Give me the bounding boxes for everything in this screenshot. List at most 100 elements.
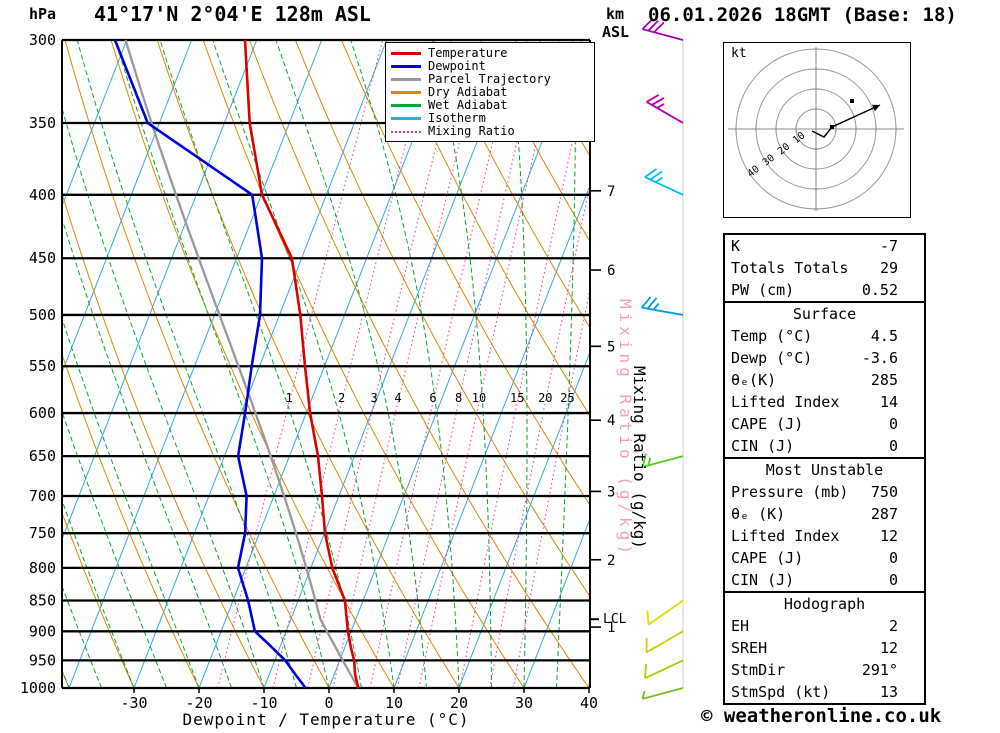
stat-value: -7 [879,237,898,255]
temp-tick-label: 40 [580,694,598,712]
km-tick-label: 6 [607,263,615,279]
stats-row: StmSpd (kt) 13 [725,681,924,703]
stat-value: 2 [888,617,898,635]
stat-label: K [731,237,741,255]
stat-label: StmDir [731,661,786,679]
isotherm-line [523,517,590,688]
isotherm-line [62,40,128,208]
wind-barb [641,453,684,468]
x-axis-label: Dewpoint / Temperature (°C) [182,710,470,729]
mixing-ratio-axis-label-pink: Mixing Ratio (g/kg) [616,299,635,559]
pressure-tick-label: 600 [29,404,56,422]
wet-adiabat-line [62,106,265,688]
mixing-ratio-value-label: 1 [286,391,293,405]
stats-table: K -7 Totals Totals 29 PW (cm) 0.52 Surface Temp… [723,233,926,705]
pressure-tick-label: 700 [29,487,56,505]
wet-adiabat-line [115,40,330,688]
legend-swatch [391,65,421,68]
km-tick-label: 1 [607,620,615,636]
hodograph-marker [850,99,854,103]
mixing-ratio-line [489,181,590,688]
hodograph-ring-label: 40 [746,164,762,180]
stat-label: Totals Totals [731,259,849,277]
parcel-trajectory-curve [124,39,360,689]
isotherm-line [62,40,258,541]
legend-item: Temperature [391,47,594,60]
mixing-ratio-value-label: 10 [472,391,486,405]
stats-row: θₑ (K) 287 [725,503,924,525]
hodograph-unit: kt [731,46,747,61]
km-tick-label: 4 [607,413,615,429]
km-tick-label: 5 [607,339,615,355]
pressure-tick-label: 300 [29,31,56,49]
stats-row: CAPE (J) 0 [725,413,924,435]
stat-value: 287 [870,505,898,523]
stat-value: 0 [888,415,898,433]
pressure-tick-label: 950 [29,651,56,669]
chart-legend: Temperature Dewpoint Parcel Trajectory Dry … [385,42,595,142]
stat-label: Lifted Index [731,393,840,411]
stat-label: θₑ (K) [731,505,786,523]
legend-label: Dewpoint [428,59,486,73]
pressure-tick-label: 550 [29,357,56,375]
stats-row: K -7 [725,235,924,257]
hodograph: 10 20 30 40 kt [723,42,911,218]
stats-section: K -7 Totals Totals 29 PW (cm) 0.52 [725,235,924,303]
wind-barb [644,168,684,196]
dry-adiabat-line [387,40,590,417]
wind-barb [640,296,684,316]
mixing-ratio-line [418,40,560,688]
legend-label: Wet Adiabat [428,98,508,112]
stat-label: CAPE (J) [731,549,804,567]
isotherm-line [68,40,323,688]
stat-label: Temp (°C) [731,327,813,345]
stat-label: StmSpd (kt) [731,683,831,701]
stats-row: SREH 12 [725,637,924,659]
mixing-ratio-value-label: 8 [455,391,462,405]
stat-label: Pressure (mb) [731,483,849,501]
legend-label: Mixing Ratio [428,124,515,138]
legend-item: Mixing Ratio [391,125,594,138]
lcl-label: LCL [603,612,627,627]
wind-barb [646,94,684,124]
mixing-ratio-line [272,40,433,688]
stats-section: Hodograph EH 2 SREH 12 StmDir 291° StmSpd (kt) 1… [725,593,924,703]
temp-tick-label: -30 [120,694,147,712]
legend-label: Parcel Trajectory [428,72,551,86]
stats-section: Most Unstable Pressure (mb) 750 θₑ (K) 287 Li… [725,459,924,593]
dry-adiabat-line [479,40,590,243]
dry-adiabat-line [64,40,330,688]
stat-value: 29 [879,259,898,277]
stats-row: Pressure (mb) 750 [725,481,924,503]
stats-row: PW (cm) 0.52 [725,279,924,301]
legend-label: Isotherm [428,111,486,125]
isotherm-line [328,40,583,688]
temp-tick-label: -20 [185,694,212,712]
legend-label: Dry Adiabat [428,85,508,99]
isotherm-line [133,40,388,688]
stat-value: 0 [888,549,898,567]
stats-row: Dewp (°C) -3.6 [725,347,924,369]
wind-barb [646,599,684,626]
wet-adiabat-line [62,498,135,688]
mixing-ratio-value-label: 2 [338,391,345,405]
temperature-curve [243,39,360,689]
mixing-ratio-value-label: 15 [510,391,524,405]
stat-value: 12 [879,527,898,545]
mixing-ratio-line [512,286,590,688]
temp-tick-label: 20 [450,694,468,712]
stats-row: EH 2 [725,615,924,637]
stats-row: Totals Totals 29 [725,257,924,279]
stat-value: 14 [879,393,898,411]
copyright: © weatheronline.co.uk [701,705,942,727]
stat-label: Dewp (°C) [731,349,813,367]
stat-label: CAPE (J) [731,415,804,433]
stat-label: CIN (J) [731,571,795,589]
stat-value: 12 [879,639,898,657]
legend-item: Parcel Trajectory [391,73,594,86]
wet-adiabat-line [62,410,167,688]
km-tick-label: 2 [607,553,615,569]
altitude-axis-unit-km: km [606,5,625,23]
